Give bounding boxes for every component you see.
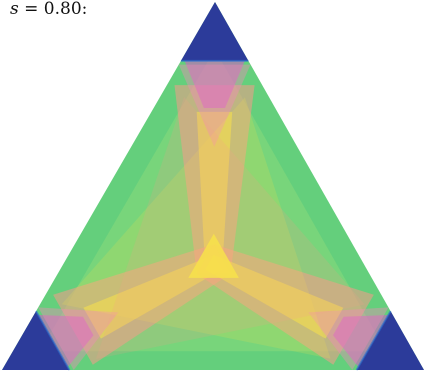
- arm-magenta: [183, 57, 247, 108]
- corner-cap: [2, 311, 70, 370]
- arm-magenta: [34, 314, 94, 370]
- corner-cap: [180, 2, 249, 61]
- corner-cap-edge: [35, 310, 71, 371]
- arm-pink: [38, 307, 119, 370]
- parameter-label: s = 0.80:: [10, 0, 87, 18]
- corner-cap-edge: [355, 310, 392, 371]
- parameter-value: 0.80: [43, 0, 82, 19]
- parameter-suffix: :: [81, 0, 88, 19]
- arm-yellow: [83, 254, 223, 339]
- center-core: [188, 233, 239, 278]
- rotated-overlay-1: [61, 97, 331, 359]
- parameter-equals: =: [18, 0, 44, 19]
- arm-yellow: [196, 111, 233, 270]
- arm-pink: [308, 307, 389, 370]
- arm-pink: [178, 64, 251, 147]
- corner-cap: [356, 311, 424, 370]
- parameter-variable: s: [10, 0, 19, 19]
- rotated-overlay-2: [95, 97, 365, 359]
- arm-magenta: [333, 314, 393, 370]
- arm-yellow: [205, 254, 344, 339]
